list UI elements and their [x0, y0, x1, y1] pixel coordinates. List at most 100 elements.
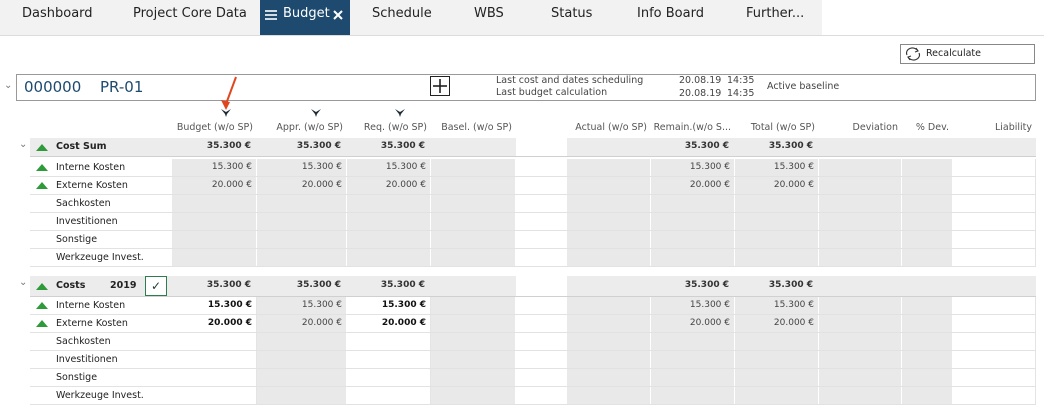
column-header: Basel. (w/o SP) — [441, 122, 512, 133]
cell-value: 20.000 € — [773, 318, 814, 328]
cell-border — [1035, 297, 1036, 405]
filter-icon[interactable] — [310, 108, 322, 118]
cell-shade — [651, 297, 735, 405]
column-header: Liability — [994, 122, 1032, 133]
collapse-chevron[interactable]: ⌄ — [19, 277, 28, 288]
tab[interactable]: Project Core Data — [133, 6, 247, 21]
column-header: Appr. (w/o SP) — [276, 122, 343, 133]
annotation-arrow — [221, 76, 237, 110]
status-triangle — [36, 302, 48, 309]
row-label: Sonstige — [56, 372, 98, 383]
section-total: 35.300 € — [380, 280, 425, 290]
section-total: 35.300 € — [206, 280, 251, 290]
column-header: Req. (w/o SP) — [363, 122, 427, 133]
cell-shade — [819, 297, 902, 405]
cell-shade — [902, 297, 953, 405]
cell-border — [650, 159, 651, 267]
cell-border — [430, 159, 431, 267]
cell-shade — [257, 159, 347, 267]
status-triangle — [36, 164, 48, 171]
section-line — [30, 296, 1036, 297]
cell-shade — [902, 159, 953, 267]
menu-icon[interactable] — [264, 9, 278, 21]
close-icon[interactable] — [333, 10, 343, 20]
cell-value: 20.000 € — [301, 318, 342, 328]
tab[interactable]: WBS — [474, 6, 504, 21]
cell-value: 15.300 € — [381, 300, 426, 310]
cell-border — [901, 159, 902, 267]
cell-value: 15.300 € — [689, 162, 730, 172]
row-line — [30, 176, 1036, 177]
cell-border — [346, 297, 347, 405]
cell-value: 20.000 € — [381, 318, 426, 328]
cell-value: 20.000 € — [689, 180, 730, 190]
cell-shade — [651, 159, 735, 267]
collapse-chevron[interactable]: ⌄ — [4, 80, 13, 91]
cell-shade — [819, 159, 902, 267]
checkbox[interactable]: ✓ — [145, 276, 167, 296]
info-date: 20.08.19 — [679, 75, 722, 86]
section-total: 35.300 € — [684, 141, 729, 151]
section-total: 35.300 € — [296, 280, 341, 290]
cell-value: 20.000 € — [689, 318, 730, 328]
row-label: Werkzeuge Invest. — [56, 390, 144, 401]
filter-icon[interactable] — [394, 108, 406, 118]
cell-border — [734, 297, 735, 405]
cell-value: 15.300 € — [773, 300, 814, 310]
row-label: Externe Kosten — [56, 180, 128, 191]
project-box — [16, 74, 1036, 101]
section-title: Cost Sum — [56, 141, 107, 152]
tab[interactable]: Info Board — [637, 6, 704, 21]
info-time: 14:35 — [727, 88, 755, 99]
recalculate-button[interactable] — [900, 44, 1035, 64]
section-total: 35.300 € — [768, 141, 813, 151]
info-time: 14:35 — [727, 75, 755, 86]
cell-shade — [735, 159, 819, 267]
column-header: Remain.(w/o S... — [653, 122, 731, 133]
row-label: Investitionen — [56, 216, 118, 227]
cell-value: 20.000 € — [385, 180, 426, 190]
tab[interactable]: Status — [551, 6, 593, 21]
section-total: 35.300 € — [768, 280, 813, 290]
filter-icon[interactable] — [220, 108, 232, 118]
status-triangle — [36, 182, 48, 189]
cell-border — [734, 159, 735, 267]
recalculate-label[interactable]: Recalculate — [926, 48, 981, 59]
row-line — [30, 194, 1036, 195]
row-label: Interne Kosten — [56, 300, 126, 311]
info-label: Last budget calculation — [496, 87, 608, 98]
row-label: Werkzeuge Invest. — [56, 252, 144, 263]
row-label: Interne Kosten — [56, 162, 126, 173]
row-line — [30, 332, 1036, 333]
cell-border — [901, 297, 902, 405]
cell-border — [430, 297, 431, 405]
row-label: Sachkosten — [56, 336, 111, 347]
info-date: 20.08.19 — [679, 88, 722, 99]
cell-value: 15.300 € — [207, 300, 252, 310]
project-id: 000000 — [24, 78, 82, 96]
section-line — [30, 156, 1036, 157]
tab[interactable]: Further... — [746, 6, 805, 21]
row-line — [30, 266, 1036, 267]
collapse-chevron[interactable]: ⌄ — [19, 139, 28, 150]
cell-shade — [347, 159, 431, 267]
tab[interactable]: Budget — [283, 6, 330, 21]
project-name: PR-01 — [100, 78, 144, 96]
row-line — [30, 314, 1036, 315]
row-line — [30, 368, 1036, 369]
baseline: Active baseline — [767, 81, 840, 92]
cell-value: 15.300 € — [301, 162, 342, 172]
tab[interactable]: Schedule — [372, 6, 432, 21]
row-line — [30, 248, 1036, 249]
cell-border — [818, 159, 819, 267]
cell-border — [346, 159, 347, 267]
section-header — [567, 138, 1036, 156]
row-line — [30, 350, 1036, 351]
info-label: Last cost and dates scheduling — [496, 75, 644, 86]
column-header: Deviation — [852, 122, 898, 133]
tab[interactable]: Dashboard — [22, 6, 93, 21]
add-button[interactable] — [430, 76, 450, 96]
cell-shade — [431, 297, 516, 405]
recalculate-icon — [905, 47, 921, 61]
